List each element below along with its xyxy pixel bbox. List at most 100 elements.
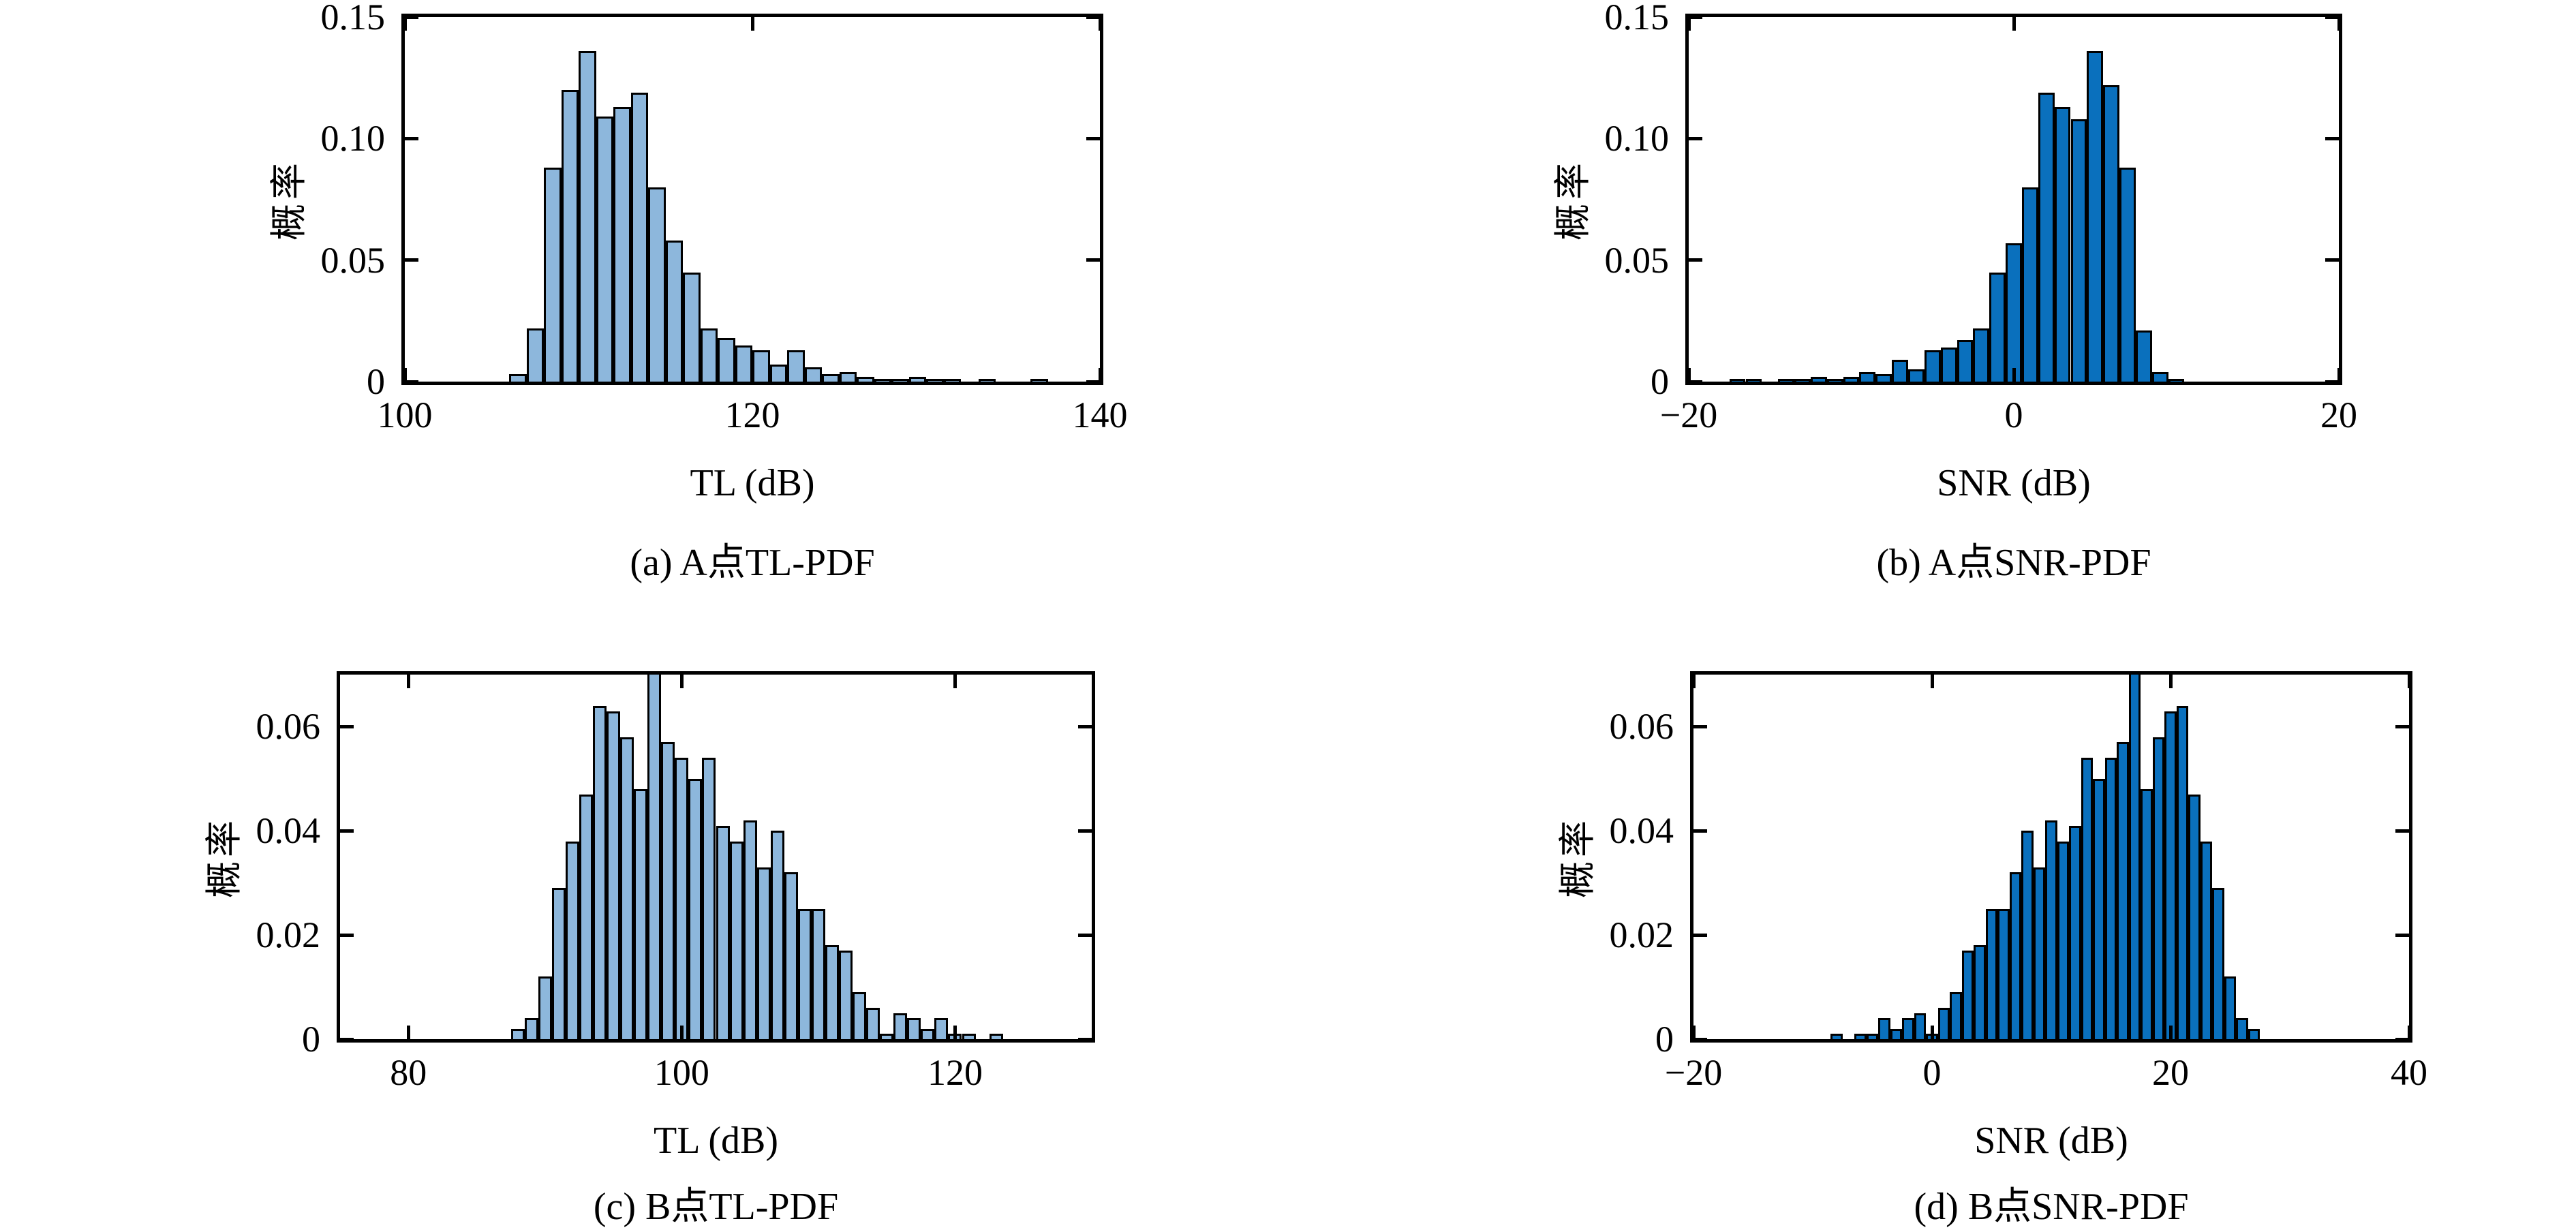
histogram-bar [2141, 789, 2153, 1039]
axis-tick [1689, 368, 1691, 382]
axis-tick [340, 933, 354, 937]
axis-tick [1086, 136, 1100, 140]
histogram-bar [743, 820, 757, 1039]
histogram-bar [2119, 168, 2136, 382]
histogram-bar [784, 872, 798, 1039]
y-tick-label: 0 [1655, 1019, 1674, 1060]
axis-tick [1689, 258, 1702, 262]
histogram-bar [2248, 1028, 2260, 1039]
histogram-bar [1030, 379, 1048, 382]
axis-tick [2168, 675, 2173, 688]
axis-tick [1078, 724, 1092, 728]
axis-tick [953, 1026, 957, 1039]
histogram-bar [648, 187, 666, 382]
axis-tick [340, 829, 354, 833]
y-tick-label: 0.15 [1604, 0, 1670, 37]
histogram-bar [839, 371, 857, 382]
histogram-bar [647, 675, 662, 1039]
histogram-bar [526, 328, 544, 382]
histogram-bar [729, 841, 743, 1039]
histogram-bar [2224, 976, 2237, 1039]
histogram-bar [752, 350, 770, 382]
axis-tick [405, 368, 407, 382]
axis-tick [2337, 17, 2339, 31]
axis-tick [1689, 17, 1691, 31]
histogram-bar [688, 778, 703, 1039]
subplot-b-caption: (b) A点SNR-PDF [1876, 542, 2151, 584]
histogram-bar [880, 1034, 894, 1039]
histogram-bar [1794, 379, 1811, 382]
histogram-bar [2164, 711, 2177, 1039]
axis-tick [2395, 724, 2409, 728]
histogram-bar [2081, 758, 2094, 1039]
histogram-bar [675, 758, 689, 1039]
histogram-bar [565, 841, 579, 1039]
x-tick-label: 100 [377, 395, 433, 435]
y-tick-label: 0.02 [256, 914, 321, 956]
histogram-bar [770, 831, 784, 1039]
axis-tick [1693, 675, 1696, 688]
x-tick-label: 140 [1072, 395, 1128, 435]
histogram-bar [620, 737, 634, 1039]
axis-tick [1693, 1026, 1696, 1039]
histogram-bar [804, 367, 822, 382]
histogram-bar [2038, 92, 2055, 382]
histogram-bar [825, 945, 839, 1039]
axis-tick [1086, 258, 1100, 262]
histogram-bar [561, 90, 579, 382]
axis-tick [1930, 1026, 1934, 1039]
axis-tick [1693, 724, 1707, 728]
histogram-bar [579, 794, 594, 1039]
histogram-bar [718, 337, 735, 382]
axis-tick [405, 17, 407, 31]
y-tick-label: 0.05 [320, 239, 386, 281]
histogram-bar [893, 1013, 908, 1039]
axis-tick [1086, 380, 1100, 382]
histogram-bar [1937, 1008, 1950, 1039]
histogram-bar [2151, 371, 2168, 382]
histogram-bar [607, 711, 621, 1039]
histogram-bar [989, 1034, 1003, 1039]
axis-tick [679, 1026, 684, 1039]
axis-tick [1693, 933, 1707, 937]
subplot-a-xlabel: TL (dB) [690, 462, 815, 504]
subplot-a-caption: (a) A点TL-PDF [630, 542, 875, 584]
histogram-bar [665, 241, 683, 382]
x-tick-label: 100 [654, 1052, 709, 1093]
axis-tick [1930, 675, 1934, 688]
subplot-c-xlabel: TL (dB) [654, 1120, 778, 1162]
y-tick-label: 0.02 [1609, 914, 1674, 956]
histogram-bar [839, 951, 853, 1039]
histogram-bar [613, 107, 631, 382]
histogram-bar [853, 992, 867, 1039]
histogram-bar [857, 376, 874, 382]
histogram-bar [735, 345, 752, 382]
y-tick-label: 0.05 [1604, 239, 1670, 281]
histogram-bar [510, 1028, 525, 1039]
x-tick-label: 0 [2004, 395, 2023, 435]
histogram-bar [683, 272, 701, 382]
histogram-bar [934, 1018, 949, 1039]
plot-area-c [337, 671, 1095, 1043]
subplot-d-caption: (d) B点SNR-PDF [1914, 1186, 2189, 1228]
histogram-bar [2104, 758, 2117, 1039]
histogram-bar [2135, 330, 2152, 382]
histogram-bar [1890, 1028, 1903, 1039]
y-tick-label: 0.06 [256, 706, 321, 748]
axis-tick [2168, 1026, 2173, 1039]
histogram-bar [822, 374, 840, 382]
histogram-bar [2087, 50, 2104, 382]
axis-tick [2337, 368, 2339, 382]
histogram-bar [1973, 328, 1990, 382]
histogram-bar [1997, 908, 2010, 1039]
histogram-bar [1985, 908, 1998, 1039]
histogram-bar [1866, 1034, 1879, 1039]
histogram-bar [1810, 376, 1827, 382]
axis-tick [2012, 17, 2016, 31]
axis-tick [2325, 17, 2339, 19]
plot-area-a [401, 14, 1103, 385]
histogram-bar [579, 50, 596, 382]
axis-tick [2407, 1026, 2409, 1039]
y-tick-label: 0.04 [1609, 810, 1674, 852]
